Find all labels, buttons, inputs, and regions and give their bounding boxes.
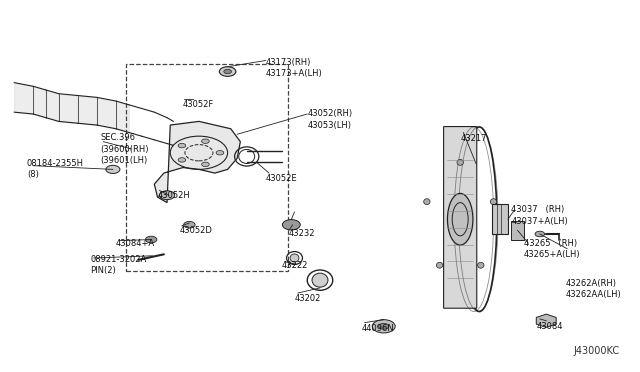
Text: 43084: 43084 — [537, 322, 563, 331]
Text: 43202: 43202 — [294, 294, 321, 303]
Ellipse shape — [535, 231, 545, 237]
Circle shape — [379, 323, 389, 329]
Circle shape — [178, 158, 186, 162]
Text: 08921-3202A
PIN(2): 08921-3202A PIN(2) — [91, 255, 147, 275]
Ellipse shape — [290, 254, 299, 262]
Circle shape — [216, 151, 224, 155]
FancyBboxPatch shape — [444, 126, 477, 308]
Circle shape — [224, 69, 232, 74]
Text: 43217: 43217 — [460, 134, 486, 142]
Bar — [492, 205, 508, 234]
Text: 43265   (RH)
43265+A(LH): 43265 (RH) 43265+A(LH) — [524, 239, 580, 259]
Text: 43084+A: 43084+A — [116, 239, 156, 248]
Ellipse shape — [447, 193, 473, 245]
Circle shape — [202, 139, 209, 143]
Text: 43262A(RH)
43262AA(LH): 43262A(RH) 43262AA(LH) — [565, 279, 621, 299]
Text: 43037   (RH)
43037+A(LH): 43037 (RH) 43037+A(LH) — [511, 205, 568, 225]
Circle shape — [178, 143, 186, 148]
Ellipse shape — [312, 273, 328, 287]
Text: SEC.396
(39600(RH)
(39601(LH): SEC.396 (39600(RH) (39601(LH) — [100, 134, 148, 165]
Text: 44096N: 44096N — [362, 324, 394, 333]
Bar — [511, 221, 524, 240]
Text: 43052D: 43052D — [180, 226, 212, 235]
Circle shape — [282, 219, 300, 230]
Circle shape — [184, 221, 195, 228]
Ellipse shape — [457, 160, 463, 165]
Ellipse shape — [477, 262, 484, 268]
Text: 43232: 43232 — [288, 230, 315, 238]
Ellipse shape — [490, 199, 497, 205]
Polygon shape — [154, 121, 241, 203]
Text: 43052(RH)
43053(LH): 43052(RH) 43053(LH) — [307, 109, 353, 129]
Text: 43173(RH)
43173+A(LH): 43173(RH) 43173+A(LH) — [266, 58, 323, 78]
Circle shape — [202, 162, 209, 167]
Text: 43052H: 43052H — [157, 191, 190, 200]
Circle shape — [145, 236, 157, 243]
Text: 43222: 43222 — [282, 261, 308, 270]
Circle shape — [220, 67, 236, 76]
Text: J43000KC: J43000KC — [573, 346, 620, 356]
Text: 43052F: 43052F — [183, 100, 214, 109]
Circle shape — [106, 165, 120, 173]
Bar — [125, 64, 288, 271]
Circle shape — [372, 320, 395, 333]
Text: 08184-2355H
(8): 08184-2355H (8) — [27, 159, 84, 179]
Text: 43052E: 43052E — [266, 174, 298, 183]
Ellipse shape — [424, 199, 430, 205]
Circle shape — [159, 191, 175, 200]
Ellipse shape — [436, 262, 443, 268]
